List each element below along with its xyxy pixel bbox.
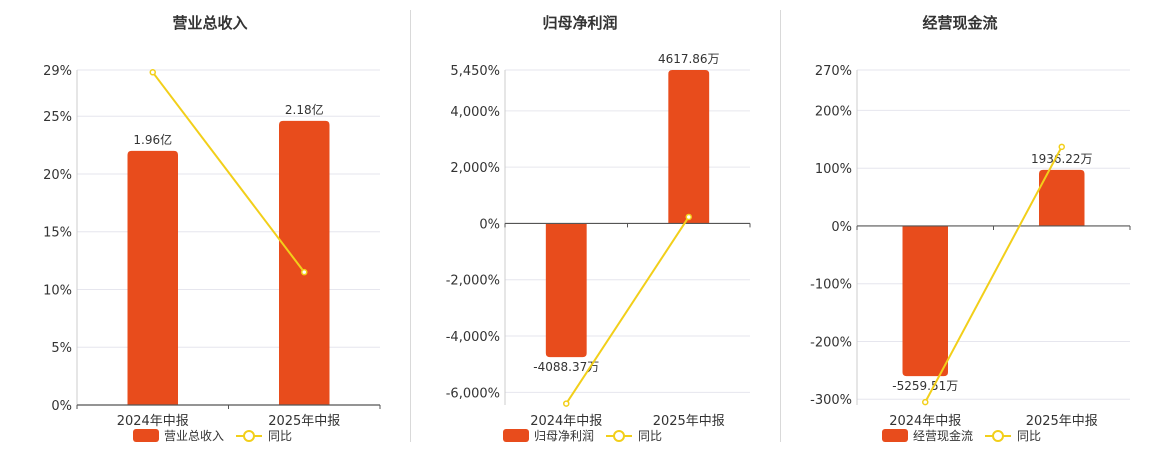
y-tick-label: 5,450%	[450, 64, 500, 79]
y-tick-label: 15%	[43, 226, 72, 241]
y-tick-label: -100%	[810, 278, 852, 293]
divider	[780, 10, 781, 442]
y-tick-label: 10%	[43, 283, 72, 298]
y-tick-label: 270%	[815, 64, 852, 79]
chart-title: 归母净利润	[542, 14, 617, 32]
legend-swatch-marker	[613, 430, 625, 442]
bar-data-label: 1936.22万	[1031, 152, 1093, 166]
legend-swatch-bar	[503, 429, 529, 442]
bar	[279, 120, 330, 406]
y-tick-label: 100%	[815, 162, 852, 177]
legend-swatch-marker	[992, 430, 1004, 442]
yoy-point	[563, 400, 570, 407]
bar	[545, 223, 587, 358]
y-tick-label: -200%	[810, 335, 852, 350]
bar-data-label: -4088.37万	[533, 360, 599, 374]
x-tick-label: 2024年中报	[117, 414, 189, 429]
x-tick-label: 2024年中报	[889, 414, 961, 429]
chart-title: 经营现金流	[922, 14, 997, 32]
chart-panel-revenue: 营业总收入 0% 5% 10% 15% 20% 25% 29% 1.96亿 2.18亿 2024年中…	[0, 0, 410, 450]
y-tick-label: 200%	[815, 104, 852, 119]
y-tick-label: -300%	[810, 393, 852, 408]
legend-swatch-bar	[882, 429, 908, 442]
legend-label: 营业总收入	[164, 429, 224, 443]
yoy-point	[1058, 143, 1065, 151]
legend-label: 归母净利润	[534, 429, 594, 443]
bar	[127, 150, 178, 405]
y-tick-label: -4,000%	[446, 330, 500, 345]
yoy-line	[151, 71, 306, 273]
bar-data-label: -5259.51万	[892, 379, 958, 393]
bar	[1039, 169, 1085, 226]
x-tick-label: 2025年中报	[1026, 414, 1098, 429]
chart-title: 营业总收入	[172, 14, 247, 32]
y-tick-label: 0%	[51, 399, 72, 414]
bar-data-label: 4617.86万	[658, 52, 720, 66]
yoy-point	[922, 398, 929, 406]
yoy-point	[301, 268, 308, 276]
divider	[410, 10, 411, 442]
yoy-line	[924, 146, 1063, 403]
y-tick-label: 29%	[43, 64, 72, 79]
yoy-point	[149, 69, 156, 76]
bar-data-label: 2.18亿	[285, 102, 324, 117]
x-tick-label: 2025年中报	[268, 414, 340, 429]
cash-flow-chart: 经营现金流 -300% -200% -100% 0% 100% 200% 270% -5259.…	[810, 14, 1131, 443]
y-tick-label: 4,000%	[450, 105, 500, 120]
y-tick-label: -6,000%	[446, 386, 500, 401]
legend-label: 同比	[268, 429, 292, 443]
legend-swatch-bar	[133, 429, 159, 442]
net-profit-chart: 归母净利润 -6,000% -4,000% -2,000% 0% 2,000% 4,000%…	[446, 14, 751, 443]
y-tick-label: 25%	[43, 110, 72, 125]
legend-label: 经营现金流	[913, 428, 973, 443]
bar	[902, 225, 948, 377]
revenue-chart: 营业总收入 0% 5% 10% 15% 20% 25% 29% 1.96亿 2.18亿 2024年中…	[43, 14, 381, 443]
yoy-line	[565, 216, 690, 405]
y-tick-label: 2,000%	[450, 161, 500, 176]
x-tick-label: 2024年中报	[530, 414, 602, 429]
bar	[668, 70, 710, 224]
chart-panel-cash-flow: 经营现金流 -300% -200% -100% 0% 100% 200% 270% -5259.…	[781, 0, 1160, 450]
legend-label: 同比	[1017, 429, 1041, 443]
bar-data-label: 1.96亿	[133, 132, 172, 147]
y-tick-label: 5%	[51, 341, 72, 356]
chart-panel-net-profit: 归母净利润 -6,000% -4,000% -2,000% 0% 2,000% 4,000%…	[411, 0, 780, 450]
legend-swatch-marker	[243, 430, 255, 442]
y-tick-label: 0%	[479, 217, 500, 232]
yoy-point	[685, 213, 692, 221]
y-tick-label: 0%	[831, 220, 852, 235]
x-tick-label: 2025年中报	[653, 414, 725, 429]
legend-label: 同比	[638, 429, 662, 443]
y-tick-label: 20%	[43, 168, 72, 183]
y-tick-label: -2,000%	[446, 274, 500, 289]
